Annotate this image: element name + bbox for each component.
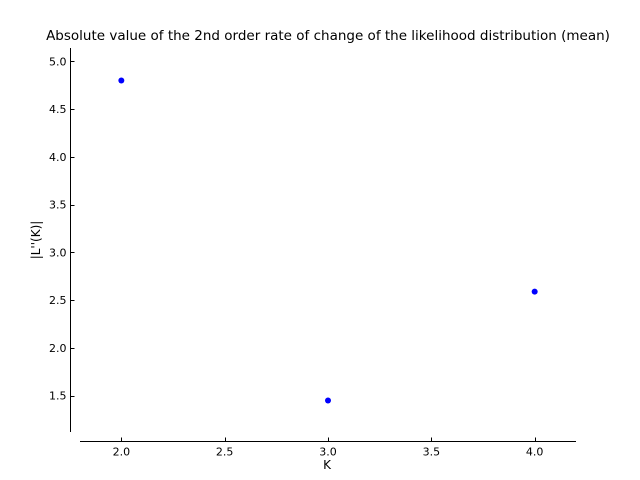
- y-tick-label: 1.5: [49, 390, 67, 403]
- y-tick-label: 2.0: [49, 342, 67, 355]
- plot-area: 2.0 2.5 3.0 3.5 4.0 1.5 2.0 2.5 3.0 3.5 4.0 4.5 5.0: [49, 48, 576, 459]
- scatter-points: [118, 77, 538, 404]
- data-point: [118, 77, 125, 84]
- y-tick-label: 3.0: [49, 246, 67, 259]
- y-tick-label: 4.5: [49, 103, 67, 116]
- x-tick-label: 4.0: [526, 446, 544, 459]
- y-tick-label: 3.5: [49, 199, 67, 212]
- x-axis-ticks: 2.0 2.5 3.0 3.5 4.0: [113, 437, 544, 459]
- y-tick-label: 5.0: [49, 55, 67, 68]
- data-point: [531, 288, 538, 295]
- y-axis-label: |L''(K)|: [29, 221, 43, 260]
- y-tick-label: 4.0: [49, 151, 67, 164]
- x-tick-label: 2.0: [113, 446, 131, 459]
- x-tick-label: 3.0: [319, 446, 337, 459]
- x-axis-label: K: [323, 458, 332, 472]
- chart-title: Absolute value of the 2nd order rate of …: [46, 28, 610, 44]
- data-point: [325, 397, 331, 404]
- y-tick-label: 2.5: [49, 294, 67, 307]
- x-tick-label: 3.5: [423, 446, 441, 459]
- y-axis-ticks: 1.5 2.0 2.5 3.0 3.5 4.0 4.5 5.0: [49, 55, 75, 403]
- x-tick-label: 2.5: [216, 446, 234, 459]
